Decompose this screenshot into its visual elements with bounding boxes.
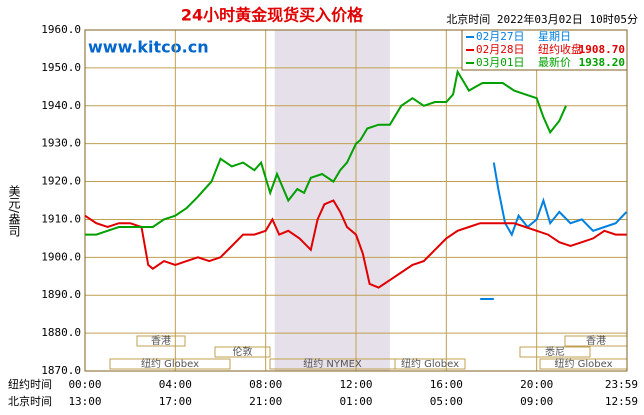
legend-box bbox=[461, 29, 628, 71]
x-tick-label: 23:59 bbox=[605, 378, 638, 391]
session-label: 香港 bbox=[151, 335, 171, 347]
session-band bbox=[394, 358, 466, 370]
y-tick-label: 1930.0 bbox=[41, 137, 81, 150]
y-tick-label: 1870.0 bbox=[41, 364, 81, 377]
session-label: 纽约 Globex bbox=[401, 357, 459, 370]
legend-note: 最新价 bbox=[538, 55, 571, 69]
session-label: 伦敦 bbox=[233, 345, 253, 358]
y-tick-label: 1960.0 bbox=[41, 23, 81, 36]
legend-name: 02月28日 bbox=[476, 43, 525, 56]
legend-name: 03月01日 bbox=[476, 56, 525, 69]
legend-value: 1908.70 bbox=[579, 43, 625, 56]
y-tick-label: 1890.0 bbox=[41, 288, 81, 301]
series-line bbox=[480, 162, 628, 300]
x2-tick-label: 12:59 bbox=[605, 395, 638, 408]
x-tick-label: 00:00 bbox=[68, 378, 101, 391]
session-band bbox=[109, 358, 231, 370]
x2-row-label: 北京时间 bbox=[8, 394, 52, 408]
session-band bbox=[214, 346, 271, 358]
session-band bbox=[136, 335, 186, 347]
session-label: 悉尼 bbox=[545, 346, 565, 358]
y-tick-label: 1950.0 bbox=[41, 61, 81, 74]
y-tick-label: 1900.0 bbox=[41, 250, 81, 263]
session-label: 纽约 NYMEX bbox=[303, 357, 362, 370]
watermark: www.kitco.cn bbox=[88, 38, 209, 57]
y-axis-label: 美元/盎司 bbox=[7, 185, 21, 237]
y-tick-label: 1880.0 bbox=[41, 326, 81, 339]
x-tick-label: 20:00 bbox=[520, 378, 553, 391]
session-label: 纽约 Globex bbox=[141, 357, 199, 370]
x-tick-label: 08:00 bbox=[249, 378, 282, 391]
x2-tick-label: 21:00 bbox=[249, 395, 282, 408]
session-label: 纽约 Globex bbox=[554, 357, 612, 370]
x2-tick-label: 05:00 bbox=[430, 395, 463, 408]
x-row-label: 纽约时间 bbox=[8, 377, 52, 391]
subtitle: 北京时间 2022年03月02日 10时05分 bbox=[446, 12, 638, 26]
x2-tick-label: 09:00 bbox=[520, 395, 553, 408]
legend-note: 纽约收盘 bbox=[538, 42, 582, 56]
series-line bbox=[85, 68, 567, 236]
y-tick-label: 1910.0 bbox=[41, 212, 81, 225]
x2-tick-label: 01:00 bbox=[339, 395, 372, 408]
x2-tick-label: 17:00 bbox=[159, 395, 192, 408]
series-line bbox=[84, 199, 627, 289]
legend-note: 星期日 bbox=[538, 30, 571, 43]
x-tick-label: 16:00 bbox=[430, 378, 463, 391]
y-tick-label: 1920.0 bbox=[41, 175, 81, 188]
chart-title: 24小时黄金现货买入价格 bbox=[181, 6, 364, 25]
session-label: 香港 bbox=[586, 335, 606, 347]
legend-name: 02月27日 bbox=[476, 30, 525, 43]
session-band bbox=[519, 346, 591, 358]
y-tick-label: 1940.0 bbox=[41, 99, 81, 112]
legend-value: 1938.20 bbox=[579, 56, 625, 69]
plot-frame bbox=[84, 29, 628, 372]
x-tick-label: 12:00 bbox=[339, 378, 372, 391]
x2-tick-label: 13:00 bbox=[68, 395, 101, 408]
x-tick-label: 04:00 bbox=[159, 378, 192, 391]
